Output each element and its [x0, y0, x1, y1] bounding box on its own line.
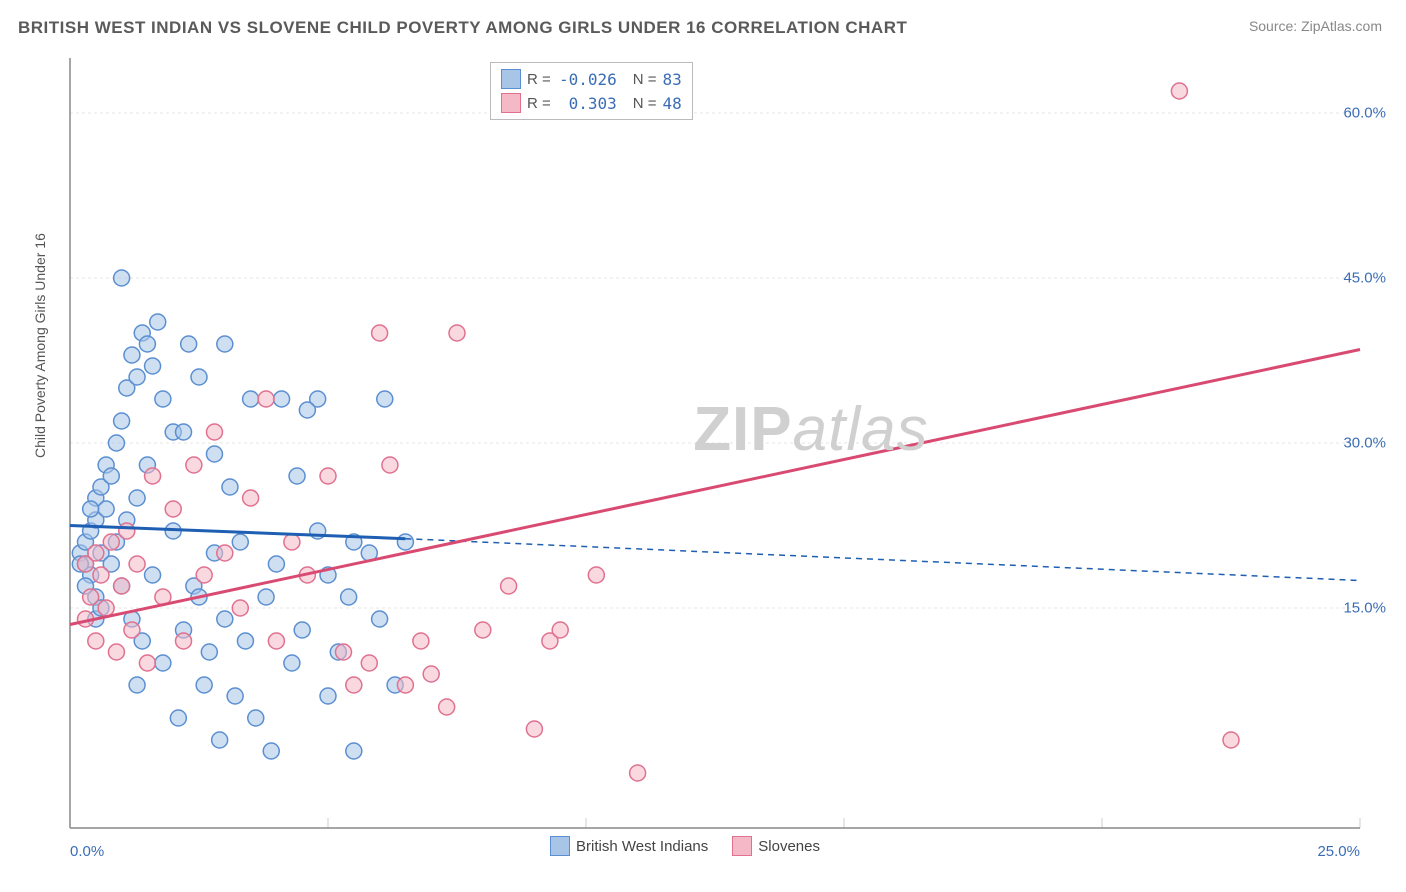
chart-container: Child Poverty Among Girls Under 16 ZIPat… — [50, 58, 1390, 858]
legend-swatch — [550, 836, 570, 856]
legend-swatch — [501, 69, 521, 89]
legend-item: British West Indians — [550, 836, 708, 856]
correlation-legend-row: R = 0.303 N = 48 — [501, 91, 682, 115]
x-tick-label: 0.0% — [70, 843, 104, 860]
scatter-plot — [50, 58, 1390, 858]
source-attribution: Source: ZipAtlas.com — [1249, 18, 1382, 34]
legend-swatch — [501, 93, 521, 113]
y-tick-label: 15.0% — [1343, 600, 1386, 617]
r-value: -0.026 — [557, 70, 617, 89]
y-tick-label: 30.0% — [1343, 435, 1386, 452]
n-label: N = — [633, 71, 657, 88]
legend-item: Slovenes — [732, 836, 820, 856]
n-value: 48 — [663, 94, 682, 113]
legend-swatch — [732, 836, 752, 856]
legend-label: British West Indians — [576, 838, 708, 855]
y-tick-label: 45.0% — [1343, 270, 1386, 287]
legend-label: Slovenes — [758, 838, 820, 855]
r-value: 0.303 — [557, 94, 617, 113]
chart-title: BRITISH WEST INDIAN VS SLOVENE CHILD POV… — [18, 18, 907, 38]
series-legend: British West Indians Slovenes — [550, 836, 820, 856]
y-axis-label: Child Poverty Among Girls Under 16 — [32, 233, 48, 458]
r-label: R = — [527, 71, 551, 88]
n-label: N = — [633, 95, 657, 112]
correlation-legend: R = -0.026 N = 83 R = 0.303 N = 48 — [490, 62, 693, 120]
correlation-legend-row: R = -0.026 N = 83 — [501, 67, 682, 91]
r-label: R = — [527, 95, 551, 112]
y-tick-label: 60.0% — [1343, 105, 1386, 122]
n-value: 83 — [663, 70, 682, 89]
x-tick-label: 25.0% — [1317, 843, 1360, 860]
